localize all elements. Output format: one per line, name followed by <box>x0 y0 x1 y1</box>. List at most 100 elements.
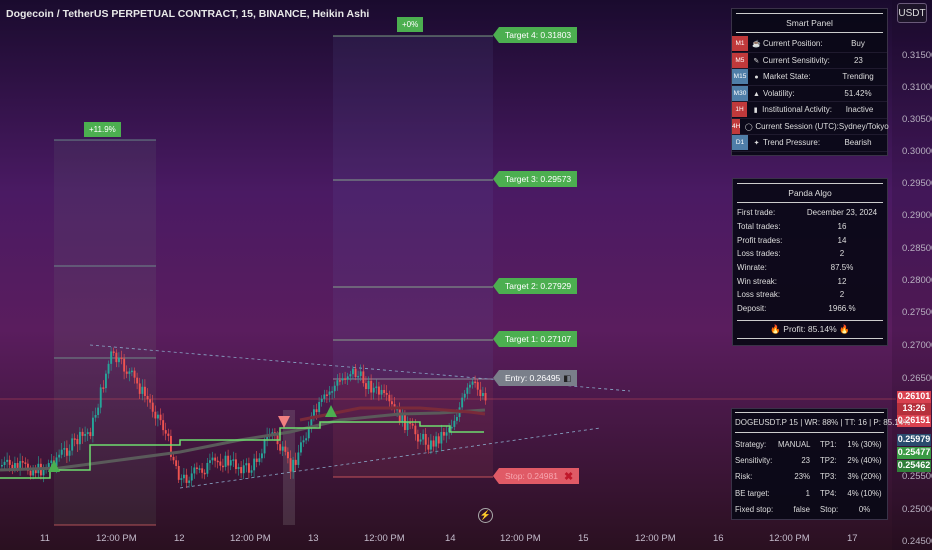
candle <box>287 451 289 459</box>
candle <box>328 391 331 395</box>
target1-label: Target 1: 0.27107 <box>492 331 578 347</box>
strategy-value: 23 <box>801 455 810 465</box>
candle <box>448 427 451 433</box>
close-icon[interactable]: ✖ <box>563 470 574 483</box>
panda-algo-row: Winrate: 87.5% <box>733 261 887 275</box>
time-tick: 12:00 PM <box>230 533 271 544</box>
candle <box>476 382 479 390</box>
strategy-row: BE target: 1 TP4: 4% (10%) <box>732 485 887 501</box>
candle <box>263 439 266 454</box>
smart-panel-label: ✎ Current Sensitivity: <box>753 55 830 65</box>
candle <box>406 422 409 430</box>
timeframe-badge: M5 <box>732 52 748 68</box>
candle <box>248 463 250 473</box>
green-level-tag-2: 0.25462 <box>897 460 931 472</box>
building-icon: ▮ <box>753 107 758 115</box>
candle <box>224 455 227 467</box>
candle <box>289 458 292 472</box>
timeframe-badge: M1 <box>732 36 748 52</box>
candle <box>172 456 175 461</box>
candle <box>414 425 417 435</box>
candle <box>461 397 464 408</box>
lightning-icon[interactable]: ⚡ <box>478 508 493 523</box>
smart-panel-label: ● Market State: <box>752 72 829 81</box>
candles <box>1 346 487 488</box>
smart-panel-row: D1 ✦ Trend Pressure: Bearish <box>732 135 887 152</box>
clock-icon: ◯ <box>744 123 753 131</box>
candle <box>55 457 58 466</box>
candle <box>349 374 352 377</box>
candle <box>450 426 453 429</box>
warning-icon: ▲ <box>753 90 760 98</box>
panda-algo-panel: Panda Algo First trade: December 23, 2024… <box>732 178 888 346</box>
entry-marker-icon: ◧ <box>563 372 572 383</box>
candle <box>302 440 305 443</box>
candle <box>188 480 191 483</box>
candle <box>279 444 282 451</box>
candle <box>284 446 287 452</box>
time-tick: 12:00 PM <box>769 533 810 544</box>
candle <box>29 470 32 476</box>
smart-panel: Smart Panel M1 ☕ Current Position: Buy M5 ✎ Cu… <box>731 8 889 156</box>
candle <box>193 467 196 474</box>
candle <box>333 385 336 392</box>
candle <box>463 393 466 398</box>
candle <box>115 352 118 363</box>
candle <box>185 474 188 483</box>
candle <box>198 468 201 470</box>
candle <box>63 448 66 450</box>
strategy-value: MANUAL <box>778 439 811 449</box>
candle <box>138 383 141 394</box>
candle <box>222 465 224 468</box>
time-tick: 16 <box>713 533 724 544</box>
currency-button[interactable]: USDT <box>897 3 927 23</box>
candle <box>430 440 432 450</box>
candle <box>294 459 297 465</box>
candle <box>435 436 438 447</box>
candle <box>216 460 219 463</box>
panda-algo-value: 87.5% <box>830 263 854 273</box>
smart-panel-value: Sydney/Tokyo <box>838 121 889 131</box>
smart-panel-label: ▮ Institutional Activity: <box>751 105 832 114</box>
candle <box>180 478 183 480</box>
candle <box>175 460 178 466</box>
candle <box>445 432 448 436</box>
candle <box>159 414 162 421</box>
target3-label: Target 3: 0.29573 <box>492 171 578 187</box>
candle <box>456 417 458 421</box>
trailing-stop-line <box>0 421 484 479</box>
target2-label: Target 2: 0.27929 <box>492 278 578 294</box>
candle <box>68 450 71 456</box>
candle <box>164 430 167 434</box>
candle <box>237 467 240 470</box>
panda-algo-label: Profit trades: <box>737 235 783 245</box>
candle <box>310 415 313 429</box>
candle <box>401 413 404 423</box>
candle <box>136 377 139 384</box>
current-price-tag: 0.26101 <box>897 391 931 403</box>
candle <box>214 457 217 461</box>
candle <box>32 469 35 476</box>
candle <box>81 431 84 436</box>
candle <box>71 438 74 451</box>
panda-algo-row: Win streak: 12 <box>733 274 887 288</box>
time-tick: 12:00 PM <box>500 533 541 544</box>
candle <box>21 461 24 463</box>
strategy-header: DOGEUSDT.P 15 | WR: 88% | TT: 16 | P: 85… <box>735 412 910 433</box>
smart-panel-value: Buy <box>851 39 865 49</box>
right-target-zone <box>333 36 493 380</box>
candle <box>466 387 469 394</box>
candle <box>211 457 214 461</box>
candle <box>47 463 50 468</box>
tp-label: TP4: <box>820 488 837 498</box>
panda-algo-title: Panda Algo <box>737 183 883 203</box>
candle <box>120 357 123 360</box>
strategy-row: Strategy: MANUAL TP1: 1% (30%) <box>732 436 887 452</box>
candle <box>331 391 334 393</box>
strategy-label: Fixed stop: <box>735 504 774 514</box>
candle <box>24 462 27 464</box>
